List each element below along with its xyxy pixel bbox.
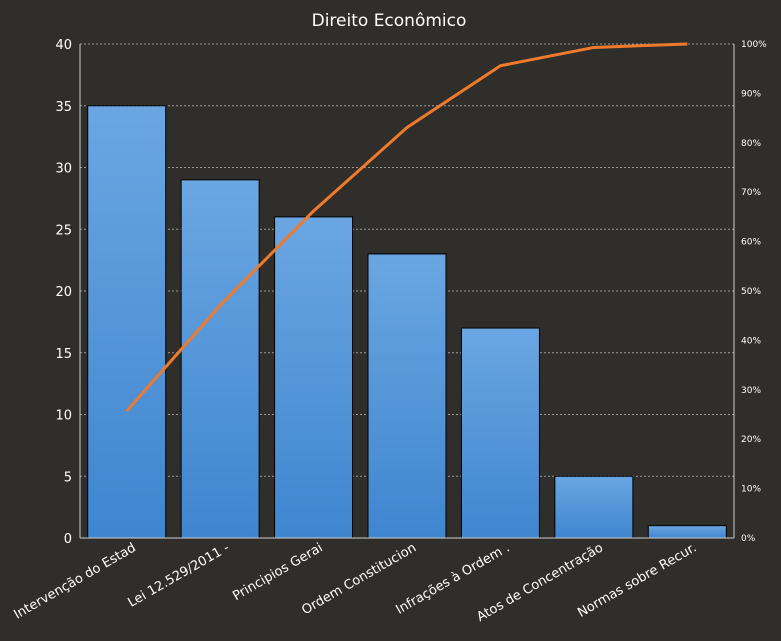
y2-tick-label: 100%: [741, 40, 767, 50]
y2-tick-label: 80%: [741, 139, 761, 149]
x-tick-label: Intervenção do Estad: [11, 540, 138, 622]
y-tick-label: 5: [64, 470, 72, 485]
y2-tick-label: 50%: [741, 287, 761, 297]
y-tick-label: 15: [55, 347, 72, 362]
bar: [647, 525, 727, 539]
cumulative-line: [125, 42, 688, 413]
bar: [367, 253, 447, 539]
y2-tick-label: 10%: [741, 485, 761, 495]
bar: [460, 327, 540, 539]
y-tick-label: 20: [55, 285, 72, 300]
y-tick-label: 40: [55, 38, 72, 53]
left-axis-ticks: 0 5 10 15 20 25 30 35 40: [55, 38, 72, 547]
y-tick-label: 25: [55, 223, 72, 238]
y2-tick-label: 0%: [741, 534, 756, 544]
y-tick-label: 35: [55, 100, 72, 115]
bars: [87, 105, 727, 539]
bar: [87, 105, 167, 539]
bar: [180, 179, 260, 539]
bar: [554, 475, 634, 539]
y2-tick-label: 40%: [741, 336, 761, 346]
cumulative-series-line: [125, 42, 688, 413]
y-tick-label: 30: [55, 162, 72, 177]
y2-tick-label: 60%: [741, 238, 761, 248]
x-tick-label: Principios Gerai: [230, 540, 325, 604]
y2-tick-label: 90%: [741, 89, 761, 99]
y2-tick-label: 30%: [741, 386, 761, 396]
axes: [79, 44, 735, 539]
y2-tick-label: 20%: [741, 435, 761, 445]
y-tick-label: 10: [55, 409, 72, 424]
bar: [274, 216, 354, 539]
y-tick-label: 0: [64, 532, 72, 547]
chart-title: Direito Econômico: [312, 11, 467, 31]
right-axis-ticks: 0% 10% 20% 30% 40% 50% 60% 70% 80% 90% 100%: [741, 40, 767, 544]
y2-tick-label: 70%: [741, 188, 761, 198]
x-tick-label: Lei 12.529/2011 -: [125, 540, 232, 610]
